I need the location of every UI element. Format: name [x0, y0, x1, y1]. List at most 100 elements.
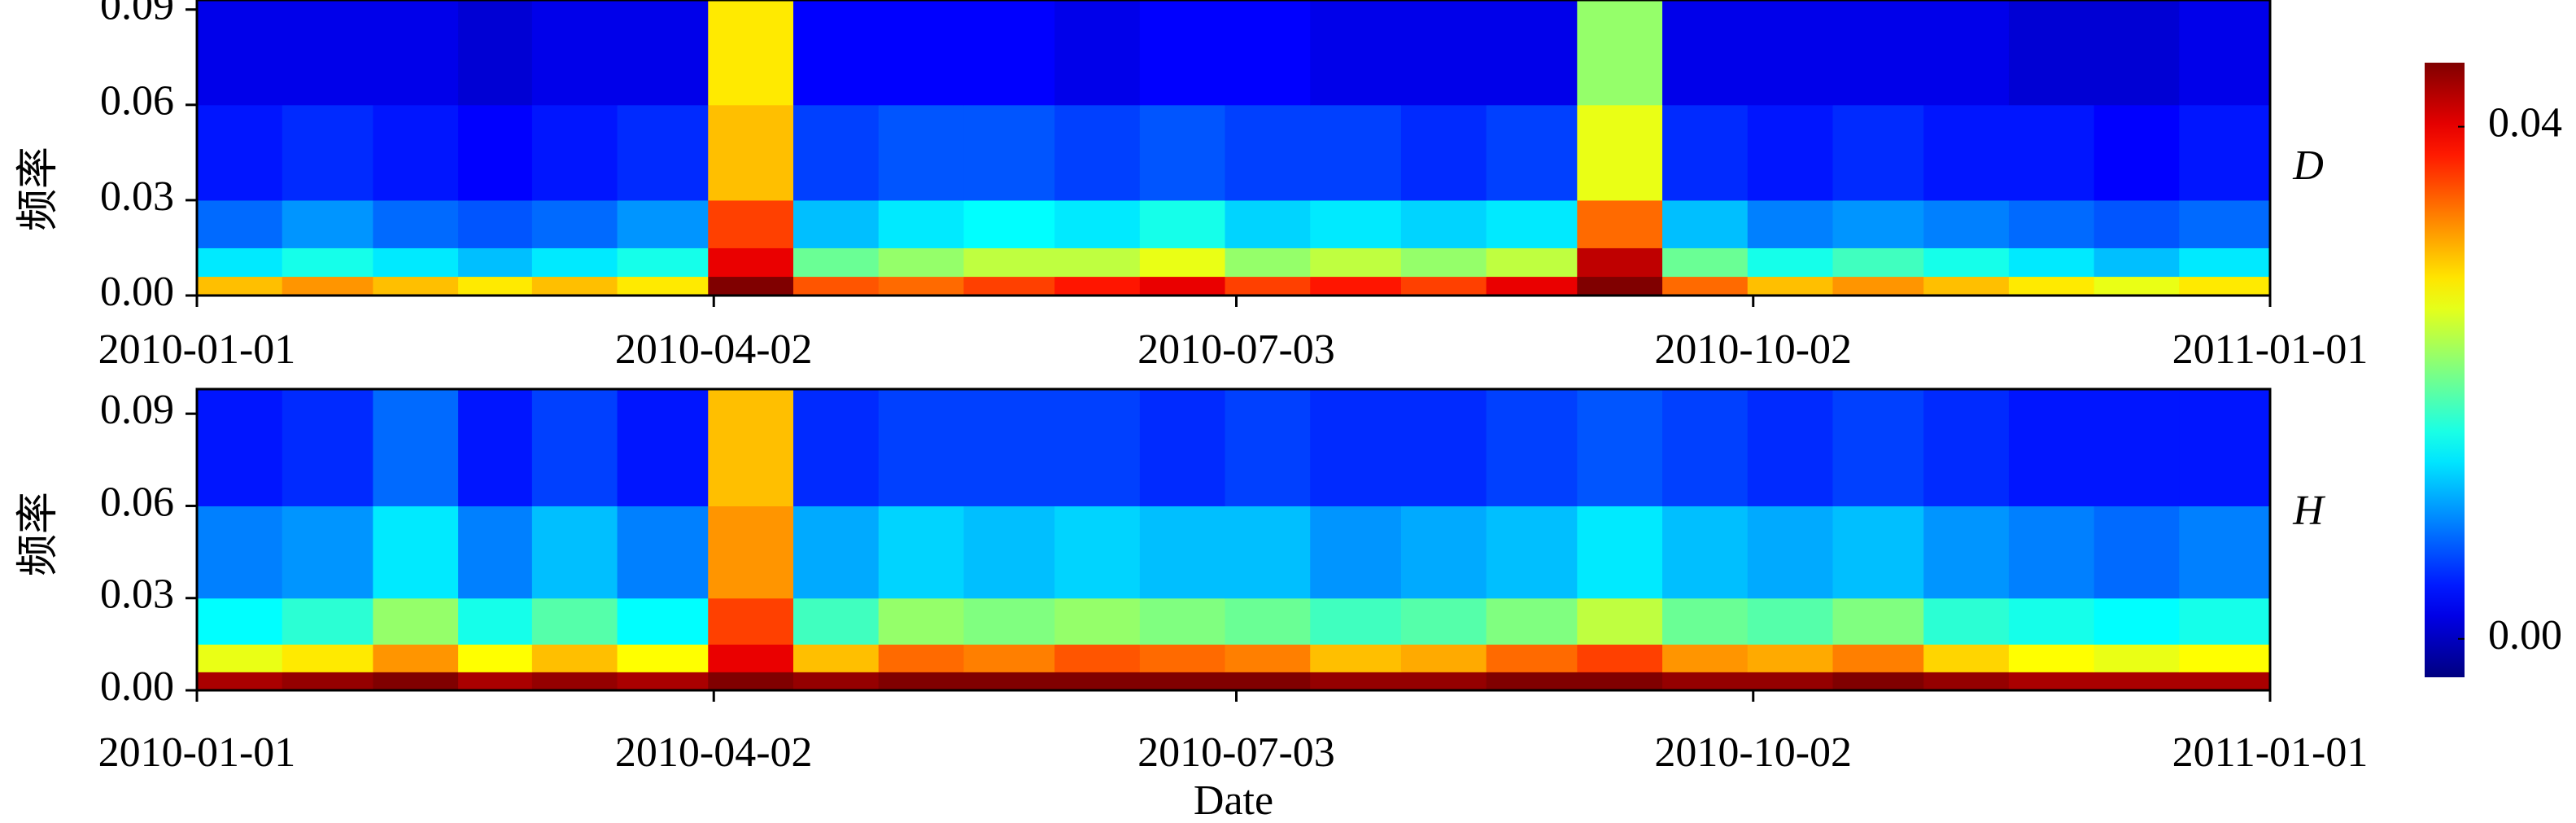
heatmap-cell — [1662, 644, 1749, 672]
heatmap-cell — [373, 247, 459, 278]
heatmap-cell — [617, 598, 709, 645]
heatmap-cell — [2094, 199, 2180, 248]
heatmap-cell — [531, 199, 618, 248]
heatmap-cell — [878, 0, 964, 106]
heatmap-cell — [1923, 506, 2010, 599]
heatmap-cell — [373, 0, 459, 106]
heatmap-cell — [1747, 672, 1833, 690]
heatmap-cell — [2008, 644, 2095, 672]
x-tick-label: 2010-07-03 — [1137, 729, 1335, 776]
heatmap-cell — [531, 506, 618, 599]
heatmap-cell — [1400, 276, 1487, 295]
heatmap-cell — [1400, 598, 1487, 645]
heatmap-cell — [2179, 598, 2270, 645]
heatmap-cell — [617, 0, 709, 106]
heatmap-cell — [2094, 389, 2180, 506]
heatmap-cell — [458, 104, 533, 201]
heatmap-cell — [1225, 104, 1311, 201]
plot-frame — [195, 387, 2272, 692]
heatmap-cell — [617, 389, 709, 506]
heatmap-cell — [1923, 247, 2010, 278]
heatmap-cell — [2008, 389, 2095, 506]
y-tick-label: 0.06 — [100, 78, 174, 125]
heatmap-cell — [617, 644, 709, 672]
heatmap-cell — [373, 199, 459, 248]
heatmap-cell — [282, 199, 373, 248]
heatmap-cell — [963, 506, 1055, 599]
heatmap-cell — [531, 672, 618, 690]
x-tick-label: 2010-01-01 — [98, 326, 296, 373]
heatmap-cell — [1400, 644, 1487, 672]
heatmap-cell — [282, 506, 373, 599]
heatmap-cell — [1310, 247, 1402, 278]
heatmap-cell — [1486, 104, 1578, 201]
heatmap-cell — [1225, 247, 1311, 278]
heatmap-cell — [197, 389, 283, 506]
x-tick-label: 2010-04-02 — [615, 326, 813, 373]
heatmap-cell — [1400, 247, 1487, 278]
heatmap-cell — [458, 199, 533, 248]
x-axis-title: Date — [1194, 777, 1273, 823]
heatmap-cell — [878, 644, 964, 672]
heatmap-cell — [708, 247, 794, 278]
heatmap-cell — [1832, 276, 1924, 295]
heatmap-cell — [282, 276, 373, 295]
heatmap-cell — [458, 389, 533, 506]
heatmap-cell — [1054, 199, 1141, 248]
heatmap-cell — [531, 389, 618, 506]
heatmap-cell — [282, 389, 373, 506]
heatmap-cell — [1139, 199, 1226, 248]
heatmap-cell — [1747, 0, 1833, 106]
heatmap-cell — [1662, 276, 1749, 295]
heatmap-cell — [1747, 598, 1833, 645]
heatmap-cell — [1832, 644, 1924, 672]
heatmap-cell — [1054, 672, 1141, 690]
heatmap-cell — [1225, 199, 1311, 248]
heatmap-cell — [1923, 0, 2010, 106]
heatmap-cell — [792, 104, 880, 201]
heatmap-cell — [1747, 644, 1833, 672]
heatmap-cell — [708, 276, 794, 295]
heatmap-cell — [1486, 389, 1578, 506]
y-axis-title: 频率 — [15, 492, 62, 576]
heatmap-cell — [2179, 0, 2270, 106]
panel-label: D — [2292, 142, 2324, 189]
heatmap-cell — [963, 0, 1055, 106]
heatmap-cell — [1400, 389, 1487, 506]
heatmap-cell — [1310, 644, 1402, 672]
heatmap-cell — [1225, 672, 1311, 690]
heatmap-cell — [792, 0, 880, 106]
heatmap-cell — [2008, 598, 2095, 645]
y-tick-label: 0.06 — [100, 479, 174, 525]
heatmap-cell — [2094, 506, 2180, 599]
heatmap-cell — [1577, 506, 1663, 599]
heatmap-cell — [1662, 104, 1749, 201]
heatmap-cell — [1054, 0, 1141, 106]
heatmap-cell — [1747, 104, 1833, 201]
heatmap-cell — [2094, 247, 2180, 278]
heatmap-cell — [1054, 276, 1141, 295]
heatmap — [197, 389, 2270, 690]
heatmap-cell — [963, 276, 1055, 295]
heatmap-cell — [1577, 644, 1663, 672]
heatmap-cell — [282, 104, 373, 201]
heatmap-cell — [792, 199, 880, 248]
heatmap-cell — [1832, 389, 1924, 506]
heatmap-cell — [458, 598, 533, 645]
heatmap-cell — [1054, 644, 1141, 672]
x-tick-label: 2011-01-01 — [2172, 729, 2369, 776]
heatmap-cell — [1923, 598, 2010, 645]
heatmap-cell — [792, 276, 880, 295]
heatmap-cell — [792, 506, 880, 599]
heatmap-cell — [1310, 199, 1402, 248]
heatmap-cell — [1139, 276, 1226, 295]
heatmap-cell — [1139, 644, 1226, 672]
heatmap-cell — [2179, 276, 2270, 295]
heatmap-cell — [792, 389, 880, 506]
heatmap-cell — [963, 598, 1055, 645]
heatmap-cell — [1054, 389, 1141, 506]
heatmap-cell — [531, 276, 618, 295]
heatmap-cell — [531, 0, 618, 106]
heatmap-cell — [1310, 104, 1402, 201]
